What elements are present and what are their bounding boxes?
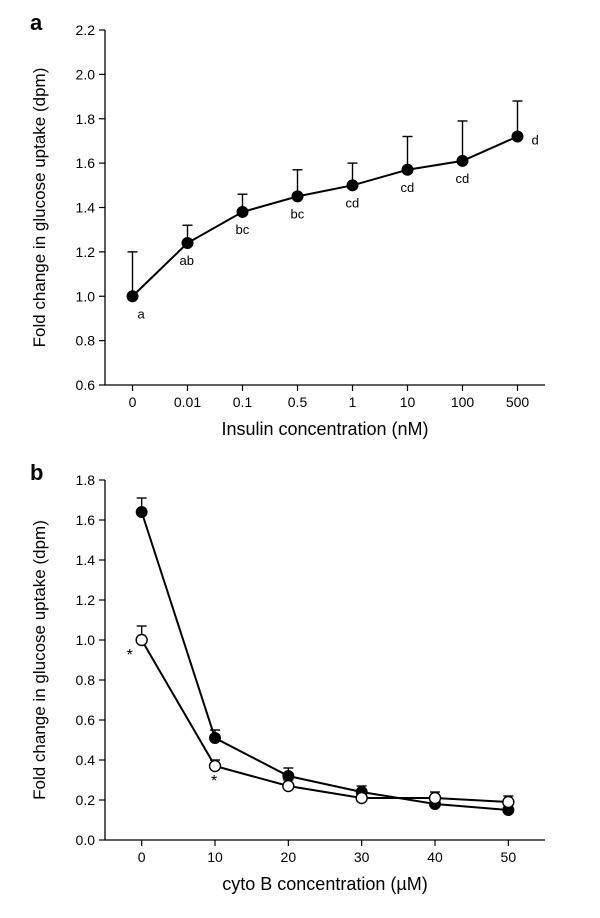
svg-text:cd: cd: [401, 180, 415, 195]
svg-text:Fold change in glucose uptake: Fold change in glucose uptake (dpm): [30, 68, 49, 348]
svg-text:100: 100: [451, 394, 475, 410]
svg-text:cd: cd: [346, 195, 360, 210]
svg-text:Insulin concentration (nM): Insulin concentration (nM): [221, 419, 428, 439]
svg-text:bc: bc: [291, 206, 305, 221]
svg-text:0.6: 0.6: [76, 377, 96, 393]
svg-text:0: 0: [129, 394, 137, 410]
svg-text:1.6: 1.6: [76, 512, 96, 528]
svg-text:Fold change in glucose uptake: Fold change in glucose uptake (dpm): [30, 520, 49, 800]
svg-text:1.0: 1.0: [76, 288, 96, 304]
svg-text:500: 500: [506, 394, 530, 410]
svg-text:20: 20: [281, 849, 297, 865]
svg-text:cyto B concentration (µM): cyto B concentration (µM): [222, 874, 427, 894]
panel-b-label: b: [30, 460, 43, 486]
svg-text:0.8: 0.8: [76, 333, 96, 349]
svg-text:*: *: [211, 773, 217, 790]
svg-text:0.5: 0.5: [288, 394, 308, 410]
svg-text:2.0: 2.0: [76, 66, 96, 82]
svg-text:0.01: 0.01: [174, 394, 201, 410]
svg-text:1.2: 1.2: [76, 592, 96, 608]
svg-text:bc: bc: [236, 222, 250, 237]
svg-text:cd: cd: [456, 171, 470, 186]
svg-text:50: 50: [501, 849, 517, 865]
svg-text:ab: ab: [180, 253, 194, 268]
svg-text:0.8: 0.8: [76, 672, 96, 688]
chart-a: 0.6 0.8 1.0 1.2 1.4 1.6 1.8 2.0 2.2 Fold change i…: [0, 0, 600, 455]
svg-text:1.4: 1.4: [76, 200, 96, 216]
svg-text:1.0: 1.0: [76, 632, 96, 648]
svg-text:1.6: 1.6: [76, 155, 96, 171]
svg-text:*: *: [127, 647, 133, 664]
svg-text:d: d: [532, 133, 539, 148]
svg-text:40: 40: [427, 849, 443, 865]
svg-text:0.4: 0.4: [76, 752, 96, 768]
svg-text:1: 1: [349, 394, 357, 410]
svg-text:1.8: 1.8: [76, 472, 96, 488]
svg-text:10: 10: [400, 394, 416, 410]
svg-text:0.6: 0.6: [76, 712, 96, 728]
svg-text:10: 10: [207, 849, 223, 865]
svg-text:30: 30: [354, 849, 370, 865]
svg-text:2.2: 2.2: [76, 22, 96, 38]
svg-text:0.1: 0.1: [233, 394, 253, 410]
svg-text:1.2: 1.2: [76, 244, 96, 260]
svg-text:0: 0: [138, 849, 146, 865]
chart-b: 0.0 0.2 0.4 0.6 0.8 1.0 1.2 1.4 1.6 1.8 Fold chang…: [0, 455, 600, 915]
svg-text:a: a: [138, 306, 146, 321]
svg-text:1.8: 1.8: [76, 111, 96, 127]
svg-text:0.0: 0.0: [76, 832, 96, 848]
panel-a-label: a: [30, 10, 42, 36]
svg-text:1.4: 1.4: [76, 552, 96, 568]
svg-text:0.2: 0.2: [76, 792, 96, 808]
